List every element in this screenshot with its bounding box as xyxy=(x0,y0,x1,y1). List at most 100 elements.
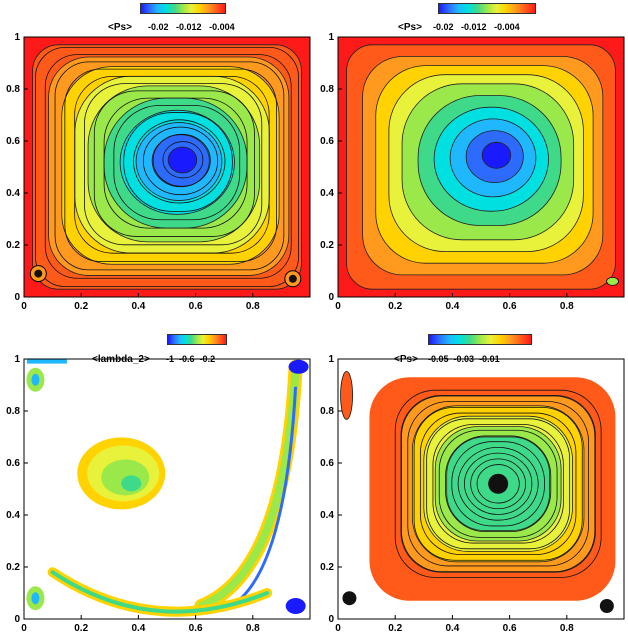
y-tick-label: 0.6 xyxy=(320,458,334,469)
y-tick-label: 1 xyxy=(14,354,20,365)
y-tick-label: 0.4 xyxy=(320,510,334,521)
corner-vortex-core xyxy=(288,274,297,283)
streamline xyxy=(419,412,577,555)
panel-top-left: <Ps> -0.02 -0.012 -0.004 0 0.2 0.4 0.6 0.8 0 0… xyxy=(0,0,314,316)
corner-vortex-core xyxy=(34,269,43,278)
contour-plot: 0 0.2 0.4 0.6 0.8 0 0.2 0.4 0.6 0.8 1 xyxy=(320,354,625,634)
streamline xyxy=(470,458,527,510)
x-tick-label: 0.6 xyxy=(503,301,517,312)
y-tick-label: 0 xyxy=(328,614,334,625)
streamline xyxy=(113,104,241,221)
x-tick-label: 0.4 xyxy=(131,301,145,312)
streamline xyxy=(103,97,248,229)
corner-vortex xyxy=(606,276,619,286)
vortex-core xyxy=(488,473,509,494)
x-tick-label: 0.6 xyxy=(189,301,203,312)
colorbar-tick: -0.004 xyxy=(209,22,235,32)
colorbar xyxy=(428,334,532,345)
x-tick-label: 0 xyxy=(21,301,27,312)
vortex-region xyxy=(121,475,142,492)
panel-bottom-left: <lambda_2> -1 -0.6 -0.2 0 0.2 0.4 0.6 0.8 0 0.… xyxy=(0,322,314,639)
contour-band xyxy=(167,146,198,174)
corner-vortex xyxy=(288,359,309,374)
corner-vortex xyxy=(599,599,614,613)
colorbar-tick: -0.012 xyxy=(461,22,487,32)
plot-frame xyxy=(23,358,311,620)
streamline xyxy=(445,435,552,533)
y-tick-label: 0.4 xyxy=(320,188,334,199)
streamline xyxy=(413,406,583,561)
y-tick-label: 1 xyxy=(328,32,334,43)
corner-vortex-core xyxy=(31,373,40,386)
contour-plot: 0 0.2 0.4 0.6 0.8 0 0.2 0.4 0.6 0.8 1 xyxy=(320,32,625,312)
x-tick-label: 0.4 xyxy=(131,623,145,634)
x-tick-label: 0.6 xyxy=(189,623,203,634)
colorbar xyxy=(167,334,227,345)
y-tick-label: 0.2 xyxy=(6,562,20,573)
y-tick-label: 0.8 xyxy=(6,84,20,95)
corner-vortex xyxy=(342,591,357,606)
streamline xyxy=(152,133,211,187)
contour-plot: 0 0.2 0.4 0.6 0.8 0 0.2 0.4 0.6 0.8 1 xyxy=(6,354,311,634)
legend-title: <Ps> xyxy=(108,22,132,33)
y-tick-label: 0.8 xyxy=(320,84,334,95)
y-tick-label: 0.8 xyxy=(320,406,334,417)
streamline xyxy=(84,83,263,246)
streamline xyxy=(123,112,233,212)
colorbar xyxy=(140,3,226,14)
wall-vortex xyxy=(340,371,353,420)
streamline xyxy=(401,395,596,573)
x-tick-label: 0 xyxy=(21,623,27,634)
y-tick-label: 0.2 xyxy=(320,562,334,573)
streamline xyxy=(394,389,602,578)
plot-frame xyxy=(23,36,311,298)
x-tick-label: 0.4 xyxy=(445,301,459,312)
x-tick-label: 0.8 xyxy=(560,623,574,634)
y-tick-label: 1 xyxy=(328,354,334,365)
streamline xyxy=(35,47,299,287)
panel-bottom-right: <Ps> -0.05 -0.03 -0.01 0 0.2 0.4 0.6 0.8 0 0.2… xyxy=(314,322,628,639)
vortex-filament xyxy=(197,362,300,610)
streamline xyxy=(133,119,226,204)
colorbar-tick: -0.004 xyxy=(494,22,520,32)
streamline xyxy=(438,429,558,538)
streamline xyxy=(93,90,255,237)
x-tick-label: 0 xyxy=(335,623,341,634)
x-tick-label: 0.8 xyxy=(246,301,260,312)
streamline xyxy=(464,452,533,515)
streamline xyxy=(476,464,520,504)
x-tick-label: 0.2 xyxy=(74,623,88,634)
y-tick-label: 1 xyxy=(14,32,20,43)
legend-title: <Ps> xyxy=(398,22,422,33)
streamline xyxy=(64,68,277,262)
corner-vortex-core xyxy=(31,592,40,605)
colorbar xyxy=(438,3,536,14)
x-tick-label: 0.6 xyxy=(503,623,517,634)
plot-frame xyxy=(337,358,625,620)
streamline xyxy=(457,447,539,521)
streamline xyxy=(142,126,219,196)
streamline xyxy=(451,441,545,527)
y-tick-label: 0 xyxy=(14,292,20,303)
streamline xyxy=(54,61,285,271)
y-tick-label: 0.2 xyxy=(6,240,20,251)
colorbar-ticks: -0.02 -0.012 -0.004 xyxy=(433,22,520,32)
x-tick-label: 0.4 xyxy=(445,623,459,634)
y-tick-label: 0.6 xyxy=(6,136,20,147)
streamline xyxy=(44,54,292,279)
colorbar-ticks: -0.02 -0.012 -0.004 xyxy=(148,22,235,32)
streamline xyxy=(407,401,589,567)
y-tick-label: 0.4 xyxy=(6,188,20,199)
y-tick-label: 0 xyxy=(328,292,334,303)
vortex-filament xyxy=(230,386,298,608)
colorbar-tick: -0.02 xyxy=(148,22,169,32)
panel-top-right: <Ps> -0.02 -0.012 -0.004 0 0.2 0.4 0.6 0.8 0 0… xyxy=(314,0,628,316)
y-tick-label: 0.2 xyxy=(320,240,334,251)
y-tick-label: 0 xyxy=(14,614,20,625)
x-tick-label: 0.2 xyxy=(388,301,402,312)
y-tick-label: 0.8 xyxy=(6,406,20,417)
vortex-band xyxy=(50,570,270,614)
x-tick-label: 0.2 xyxy=(388,623,402,634)
x-tick-label: 0 xyxy=(335,301,341,312)
colorbar-tick: -0.02 xyxy=(433,22,454,32)
